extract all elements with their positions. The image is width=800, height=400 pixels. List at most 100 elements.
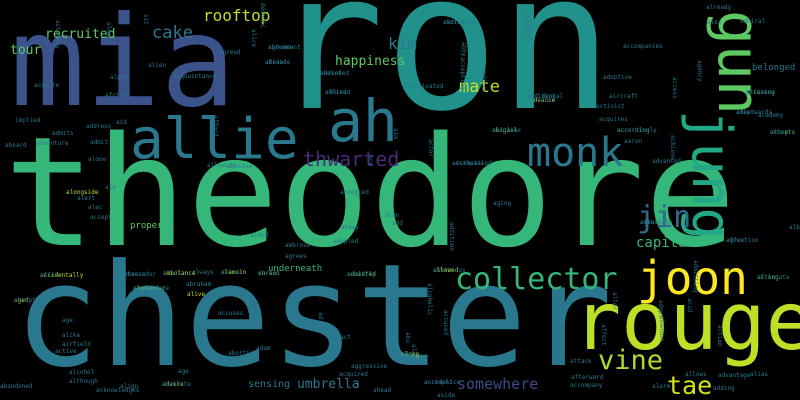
word: almost [105, 22, 112, 44]
word: accept [90, 214, 112, 221]
word: additional [527, 93, 564, 100]
word: aaron [624, 138, 643, 145]
word: abigail [492, 127, 518, 134]
word: alias [750, 371, 769, 378]
word: mate [459, 77, 500, 97]
word: although [69, 378, 98, 385]
word: afraid [265, 59, 287, 66]
word: aging [493, 200, 512, 207]
word: abandoned [0, 383, 33, 390]
word: adult [401, 351, 420, 358]
word: add [392, 220, 403, 227]
word: implied [15, 117, 41, 124]
word: active [55, 348, 77, 355]
word: admits [52, 130, 74, 137]
word: albert [770, 129, 792, 136]
word: tae [667, 371, 713, 400]
word: academy [758, 112, 784, 119]
word: ad [317, 312, 324, 320]
word: affection [726, 237, 759, 244]
word: capital [636, 235, 696, 251]
word: abandon [658, 316, 665, 342]
word: theodore [4, 104, 737, 281]
word: albright [789, 224, 800, 231]
word: ambrose [285, 242, 311, 249]
word: access [671, 77, 678, 99]
word: ambassador [120, 271, 157, 278]
word: admiral [740, 18, 766, 25]
word: abroad [258, 270, 280, 277]
word: abu [404, 332, 411, 343]
word: acting [757, 274, 779, 281]
word: alamein [221, 269, 247, 276]
word: acquire [34, 82, 60, 89]
word: adventure [36, 140, 69, 147]
word: sensing [248, 379, 291, 390]
word: always [192, 269, 214, 276]
word: alcohol [69, 369, 95, 376]
word: absolute [162, 381, 191, 388]
word: vine [598, 345, 664, 376]
word: altar [163, 270, 182, 277]
word: joon [637, 251, 748, 305]
word: agree [726, 237, 745, 244]
word: sit [142, 14, 149, 25]
word: according [617, 127, 650, 134]
word: alan [385, 212, 400, 219]
word: allowing [207, 162, 236, 169]
word: agent [640, 219, 659, 226]
word: admit [90, 139, 109, 146]
word: cake [152, 23, 193, 43]
word: aiming [443, 19, 465, 26]
word: aged [14, 297, 29, 304]
word: aftermath [640, 219, 673, 226]
word: ah [328, 87, 398, 155]
word: adoptive [603, 74, 632, 81]
word: address [86, 123, 112, 130]
word: addicted [320, 70, 349, 77]
word: collector [455, 262, 618, 297]
word: advanced [652, 158, 681, 165]
word: ace [367, 155, 374, 166]
word: admitting [692, 260, 699, 293]
word: aided [250, 232, 269, 239]
word: accordingly [617, 127, 657, 134]
word: airplane [492, 127, 521, 134]
word: abortion [228, 350, 257, 357]
word: accompanied [452, 160, 492, 167]
word: advance [530, 97, 556, 104]
word: adding [713, 385, 735, 392]
word: activity [54, 20, 61, 49]
word: abbey [341, 224, 360, 231]
word: alex [707, 19, 722, 26]
word: demonic [259, 3, 266, 29]
word: agreement [268, 44, 301, 51]
word: alley [408, 291, 427, 298]
word: age [178, 368, 189, 375]
word: afterward [571, 374, 604, 381]
word: aircraft [609, 93, 638, 100]
word: abilities [443, 19, 476, 26]
word: thwarted [303, 147, 400, 171]
word: adam [256, 345, 271, 352]
word: aggressive [351, 363, 388, 370]
word: kim [388, 34, 417, 53]
word: actually [347, 271, 376, 278]
word: alongside [66, 189, 99, 196]
word: aid [116, 119, 127, 126]
word: agrees [285, 253, 307, 260]
word: alec [88, 204, 103, 211]
word: alpha [110, 74, 129, 81]
word: rooftop [203, 6, 271, 25]
word: belonged [752, 63, 796, 73]
word: action [716, 325, 723, 347]
word: aesthetic [452, 160, 485, 167]
word: already [706, 4, 732, 11]
word: chester [14, 234, 613, 399]
word: abraham [186, 281, 212, 288]
word: acknowledges [96, 387, 140, 394]
word: alien [148, 62, 167, 69]
word: proper [130, 221, 163, 231]
word: aboard [5, 142, 27, 149]
